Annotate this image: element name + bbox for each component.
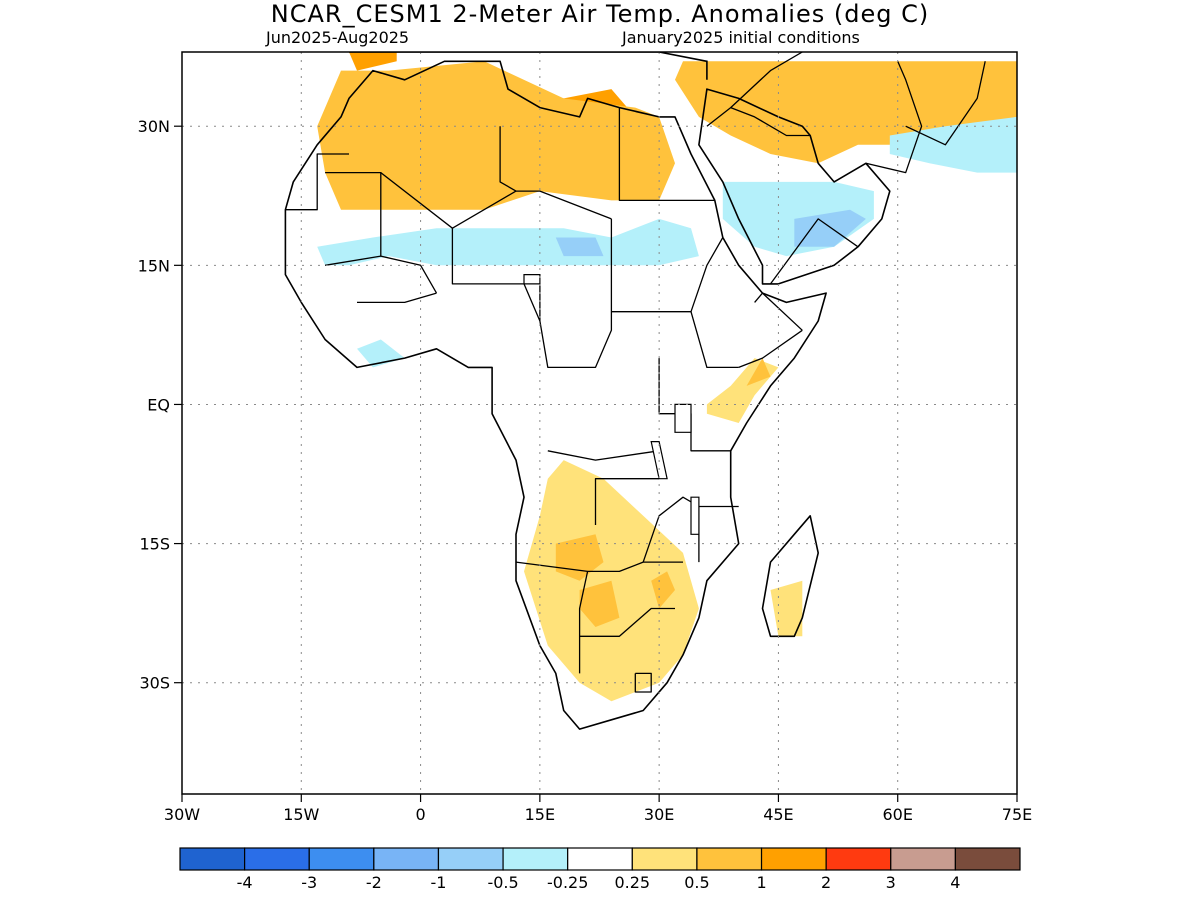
colorbar-label: -3 (301, 873, 317, 892)
map-axes: 30N 15N EQ 15S 30S 30W 15W 0 15E 30E 45E 60E 75E (138, 117, 1033, 824)
mediterranean-north-coastline (349, 52, 708, 80)
country-border (579, 607, 675, 637)
lon-tick-label: 45E (763, 805, 793, 824)
country-border (285, 153, 349, 211)
colorbar-swatch (308, 847, 375, 871)
forecast-period: Jun2025-Aug2025 (266, 28, 410, 47)
colorbar-swatch (890, 847, 956, 871)
colorbar-label: -0.5 (487, 873, 518, 892)
colorbar-swatch (760, 847, 827, 871)
colorbar-label: 4 (950, 873, 960, 892)
country-border (611, 311, 739, 369)
colorbar-label: -1 (430, 873, 446, 892)
colorbar-swatch (567, 847, 633, 871)
colorbar-swatch (244, 847, 310, 871)
colorbar-label: -0.25 (547, 873, 588, 892)
anomaly-region-east-africa-warm-core (746, 358, 771, 386)
country-border (594, 478, 660, 525)
anomaly-region-sahara-warm (317, 61, 675, 210)
country-border (451, 228, 541, 321)
colorbar-label: 3 (886, 873, 896, 892)
lake-malawi (690, 496, 700, 535)
country-border (690, 237, 724, 312)
colorbar-label: 0.5 (684, 873, 709, 892)
lake-victoria (674, 403, 692, 433)
lon-tick-label: 30E (644, 805, 674, 824)
lat-tick-label: 30S (139, 674, 170, 693)
country-border (324, 255, 438, 294)
colorbar-label: 2 (821, 873, 831, 892)
country-border (618, 107, 715, 202)
lon-tick-label: 30W (164, 805, 200, 824)
lake-chad (523, 274, 541, 285)
country-border (730, 52, 803, 109)
country-border (905, 61, 986, 146)
lon-tick-label: 15E (525, 805, 555, 824)
country-border (706, 106, 811, 137)
madagascar-coastline (761, 514, 820, 638)
country-border (547, 450, 660, 461)
colorbar-label: 1 (756, 873, 766, 892)
map-frame (181, 51, 1018, 795)
country-border (578, 571, 589, 674)
country-border (769, 218, 859, 285)
lat-tick-label: 15N (138, 256, 170, 275)
colorbar-label: -2 (366, 873, 382, 892)
lat-tick-label: 30N (138, 117, 170, 136)
country-border (515, 561, 683, 573)
anomaly-region-iran-cool (889, 116, 1017, 173)
anomaly-region-iberia-warm (349, 52, 397, 71)
country-border (754, 292, 803, 331)
colorbar-label: 0.25 (614, 873, 650, 892)
coastlines-and-borders (284, 52, 986, 730)
lon-tick-label: 60E (882, 805, 912, 824)
anomaly-region-southern-africa-warm (524, 460, 699, 702)
colorbar-label: -4 (237, 873, 253, 892)
lon-tick-label: 15W (283, 805, 319, 824)
colorbar-swatch (954, 847, 1021, 871)
colorbar-swatch (502, 847, 569, 871)
anomaly-region-sahel-cool (317, 218, 699, 266)
country-border (634, 672, 652, 693)
lon-tick-label: 75E (1002, 805, 1032, 824)
colorbar-swatch (825, 847, 892, 871)
lat-tick-label: 15S (139, 535, 170, 554)
country-border (516, 190, 612, 220)
country-border (499, 126, 517, 192)
map-title: NCAR_CESM1 2-Meter Air Temp. Anomalies (… (270, 0, 930, 28)
anomaly-region-sahel-cool-strong (555, 237, 604, 257)
anomaly-shading (317, 52, 1017, 702)
colorbar-swatch (437, 847, 504, 871)
colorbar-swatch (373, 847, 440, 871)
initial-conditions: January2025 initial conditions (622, 28, 860, 47)
country-border (698, 505, 739, 563)
lon-tick-label: 0 (415, 805, 425, 824)
colorbar-swatch (179, 847, 246, 871)
colorbar-swatch (631, 847, 698, 871)
anomaly-region-madagascar-warm (770, 580, 803, 637)
gridlines (182, 52, 1017, 794)
country-border (738, 329, 803, 369)
colorbar: -4 -3 -2 -1 -0.5 -0.25 0.25 0.5 1 2 3 4 (179, 847, 1021, 892)
lat-tick-label: EQ (147, 395, 170, 414)
anomaly-region-zimbabwe-warm-core (651, 571, 675, 609)
anomaly-region-arabia-cool-strong (794, 209, 866, 247)
country-border (865, 61, 923, 174)
country-border (357, 292, 437, 304)
colorbar-swatch (696, 847, 763, 871)
anomaly-region-botswana-warm-core (579, 580, 620, 627)
